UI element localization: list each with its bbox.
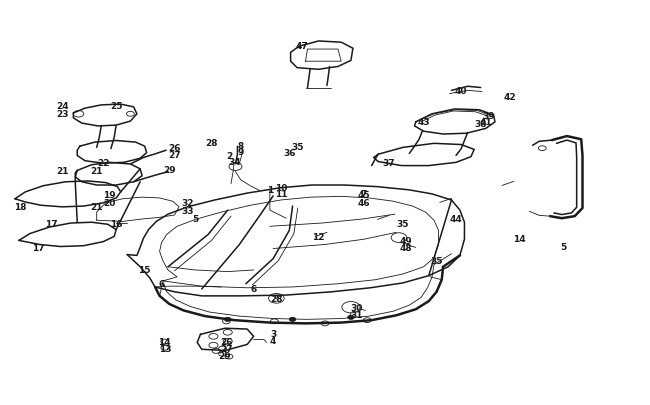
Text: 4: 4 (270, 336, 276, 345)
Text: 36: 36 (283, 149, 296, 158)
Text: 29: 29 (163, 166, 176, 175)
Text: 14: 14 (159, 337, 171, 346)
Text: 26: 26 (220, 337, 233, 346)
Text: 5: 5 (192, 214, 198, 223)
Text: 29: 29 (218, 352, 231, 360)
Text: 42: 42 (504, 93, 516, 102)
Text: 24: 24 (56, 102, 69, 111)
Text: 26: 26 (168, 143, 181, 153)
Text: 15: 15 (138, 266, 151, 275)
Text: 16: 16 (110, 219, 122, 228)
Text: 22: 22 (97, 158, 109, 167)
Text: 21: 21 (90, 203, 103, 212)
Text: 35: 35 (291, 142, 304, 151)
Text: 34: 34 (228, 158, 240, 166)
Text: 20: 20 (103, 198, 116, 207)
Text: 1: 1 (266, 186, 273, 195)
Circle shape (348, 315, 354, 320)
Text: 35: 35 (396, 219, 409, 228)
Text: 21: 21 (56, 166, 68, 175)
Text: 28: 28 (205, 138, 218, 147)
Text: 5: 5 (560, 243, 567, 252)
Text: 40: 40 (455, 87, 467, 96)
Text: 46: 46 (358, 198, 370, 207)
Text: 19: 19 (103, 191, 116, 200)
Text: 37: 37 (382, 158, 395, 167)
Text: 13: 13 (159, 344, 171, 353)
Text: 17: 17 (32, 243, 45, 252)
Text: 47: 47 (296, 41, 309, 50)
Text: 10: 10 (275, 184, 287, 193)
Text: 23: 23 (56, 110, 68, 119)
Text: 38: 38 (474, 119, 487, 128)
Text: 12: 12 (312, 232, 325, 241)
Text: 21: 21 (90, 166, 103, 175)
Text: 17: 17 (45, 219, 58, 228)
Circle shape (289, 318, 296, 322)
Text: 6: 6 (250, 285, 257, 294)
Text: 27: 27 (168, 150, 181, 159)
Circle shape (224, 318, 231, 322)
Text: 49: 49 (400, 237, 413, 245)
Text: 14: 14 (514, 234, 526, 243)
Text: 25: 25 (110, 102, 122, 111)
Text: 27: 27 (220, 344, 233, 353)
Text: 8: 8 (237, 141, 244, 151)
Text: 32: 32 (181, 199, 194, 208)
Text: 28: 28 (270, 294, 283, 303)
Text: 30: 30 (350, 303, 362, 312)
Text: 35: 35 (430, 256, 443, 266)
Text: 9: 9 (237, 147, 244, 157)
Text: 18: 18 (14, 202, 27, 211)
Text: 41: 41 (480, 117, 492, 126)
Text: 2: 2 (227, 151, 233, 160)
Text: 43: 43 (417, 117, 430, 126)
Text: 11: 11 (275, 190, 287, 199)
Text: 44: 44 (450, 214, 462, 223)
Text: 6: 6 (159, 279, 164, 288)
Text: 31: 31 (350, 310, 363, 319)
Text: 3: 3 (270, 329, 276, 338)
Text: 7: 7 (361, 190, 367, 199)
Text: 48: 48 (400, 243, 412, 252)
Text: 39: 39 (482, 111, 495, 120)
Text: 45: 45 (358, 191, 370, 200)
Text: 33: 33 (181, 206, 194, 215)
